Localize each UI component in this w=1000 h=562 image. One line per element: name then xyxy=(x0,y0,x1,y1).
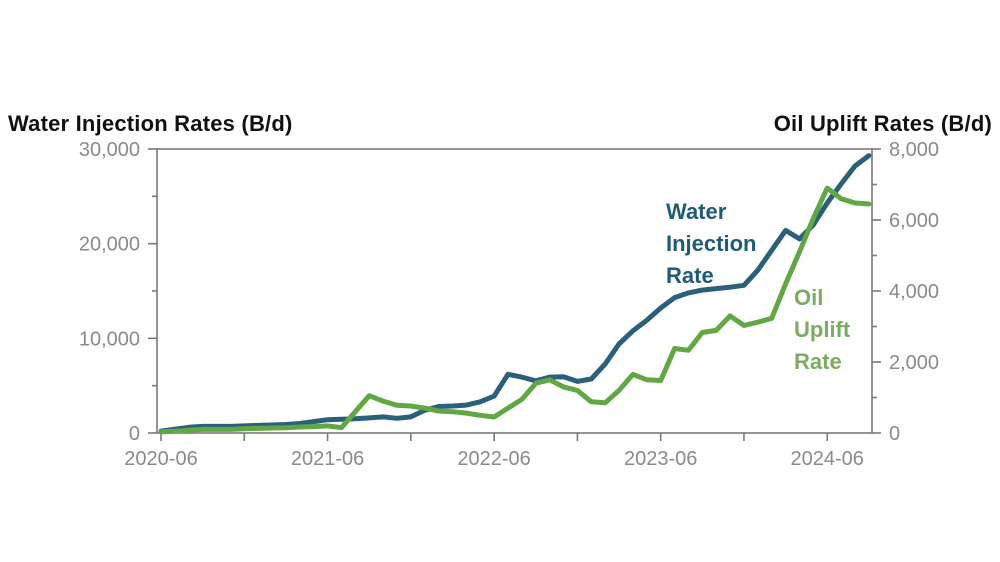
water-injection-rate-series-label: Water Injection Rate xyxy=(666,199,757,288)
water-injection-line xyxy=(158,153,872,434)
oil-uplift-line xyxy=(158,185,872,435)
left-axis-tick-label: 0 xyxy=(129,423,140,445)
right-axis-tick-label: 2,000 xyxy=(889,352,939,374)
x-axis-tick-label: 2023-06 xyxy=(624,448,697,470)
x-axis-tick-label: 2024-06 xyxy=(791,448,864,470)
right-axis-tick-label: 8,000 xyxy=(889,139,939,161)
plot-border xyxy=(156,148,873,434)
x-axis-tick-label: 2020-06 xyxy=(124,448,197,470)
right-axis-tick-label: 6,000 xyxy=(889,210,939,232)
x-axis-tick-label: 2022-06 xyxy=(457,448,530,470)
left-axis-tick-label: 30,000 xyxy=(79,139,140,161)
left-axis-tick-label: 10,000 xyxy=(79,328,140,350)
x-axis-tick-label: 2021-06 xyxy=(291,448,364,470)
oil-uplift-rate-series-label: Oil Uplift Rate xyxy=(794,285,851,374)
right-axis-tick-label: 4,000 xyxy=(889,281,939,303)
right-axis-tick-label: 0 xyxy=(889,423,900,445)
left-axis-title: Water Injection Rates (B/d) xyxy=(8,111,293,136)
left-axis-tick-label: 20,000 xyxy=(79,234,140,256)
right-axis-title: Oil Uplift Rates (B/d) xyxy=(773,111,992,136)
